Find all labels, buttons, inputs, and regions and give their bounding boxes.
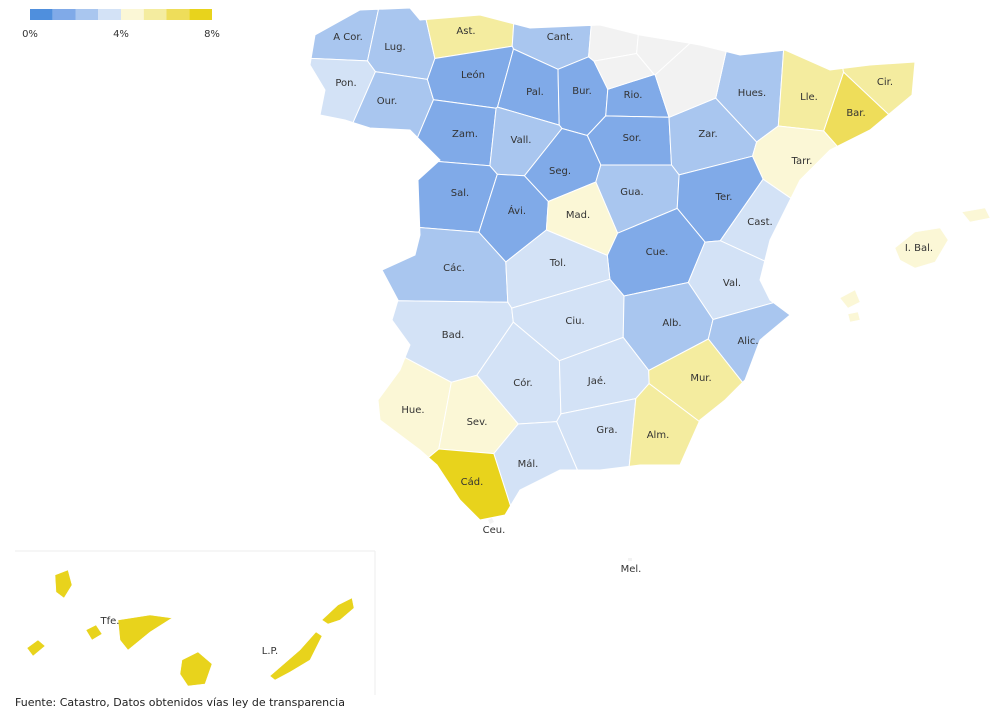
province-label: Zam. [452, 129, 478, 140]
no-data-region [593, 52, 655, 90]
province-label: Bar. [846, 108, 865, 119]
legend-swatch [98, 9, 121, 20]
province-label: Vall. [511, 135, 532, 146]
province-label: Rio. [624, 90, 643, 101]
province-label: Lle. [800, 92, 818, 103]
province-label: Cór. [513, 377, 532, 389]
province-label: Cir. [877, 77, 893, 88]
province-label: Ciu. [565, 316, 584, 327]
island [54, 569, 73, 599]
island [961, 207, 991, 223]
province-label: Sal. [451, 188, 469, 199]
no-data-region [654, 42, 727, 118]
province-label: Mál. [518, 458, 539, 470]
province-label: Tarr. [791, 156, 813, 167]
legend-swatch [143, 9, 167, 20]
province-label: Gua. [620, 187, 643, 198]
island [321, 597, 355, 625]
province-label: Jaé. [587, 375, 606, 387]
province-label: Các. [443, 262, 465, 274]
province-label: Cue. [646, 247, 669, 258]
legend-swatch [30, 9, 53, 20]
province-label: Zar. [698, 129, 717, 140]
province-label: Alb. [662, 318, 681, 329]
island [847, 311, 861, 323]
legend-swatch [75, 9, 99, 20]
source: Fuente: Catastro, Datos obtenidos vías l… [15, 696, 345, 709]
province-label: Tfe. [100, 616, 120, 627]
province-label: Hues. [738, 88, 766, 99]
province-label: Ávi. [508, 204, 526, 217]
province-label: Lug. [384, 42, 405, 53]
province-label: Mur. [690, 373, 711, 384]
province-label: Seg. [549, 166, 571, 177]
legend-swatch [52, 9, 76, 20]
province-label: Alic. [737, 336, 758, 347]
island [179, 651, 213, 687]
province-label: Cant. [547, 32, 574, 43]
island [894, 227, 949, 269]
province-label: Alm. [647, 430, 670, 441]
province [427, 448, 512, 521]
city [628, 558, 632, 561]
province-label: I. Bal. [905, 243, 933, 254]
province-label: Cast. [747, 217, 772, 228]
province-label: Ceu. [483, 525, 506, 536]
province-label: Sor. [623, 133, 642, 144]
province-label: A Cor. [333, 32, 363, 43]
province-label: Mad. [566, 210, 590, 221]
province-label: L.P. [262, 646, 278, 657]
province-label: Ter. [715, 192, 733, 203]
province [628, 382, 700, 467]
legend-label: 8% [204, 29, 220, 40]
province-label: Val. [723, 278, 741, 289]
province-label: Ast. [456, 26, 475, 37]
province [707, 302, 791, 384]
province-label: Sev. [467, 417, 488, 428]
province-label: Cád. [461, 476, 484, 488]
province-label: Hue. [401, 405, 424, 416]
city [488, 518, 494, 524]
legend-label: 4% [113, 29, 129, 40]
province-label: Mel. [621, 564, 642, 575]
legend-swatch [121, 9, 144, 20]
province-label: Gra. [596, 425, 617, 436]
province-label: Tol. [549, 258, 566, 269]
island [117, 614, 173, 651]
island [269, 631, 323, 681]
province-label: Bad. [442, 330, 465, 341]
province-label: Bur. [572, 86, 592, 97]
island [85, 624, 103, 641]
province-label: León [461, 69, 485, 81]
province-label: Pal. [526, 87, 544, 98]
legend-swatch [166, 9, 190, 20]
province-label: Pon. [335, 78, 356, 89]
province [309, 57, 376, 124]
island [26, 639, 46, 657]
province-label: Our. [377, 96, 398, 107]
island [839, 289, 861, 309]
legend-label: 0% [22, 29, 38, 40]
legend-swatch [189, 9, 212, 20]
